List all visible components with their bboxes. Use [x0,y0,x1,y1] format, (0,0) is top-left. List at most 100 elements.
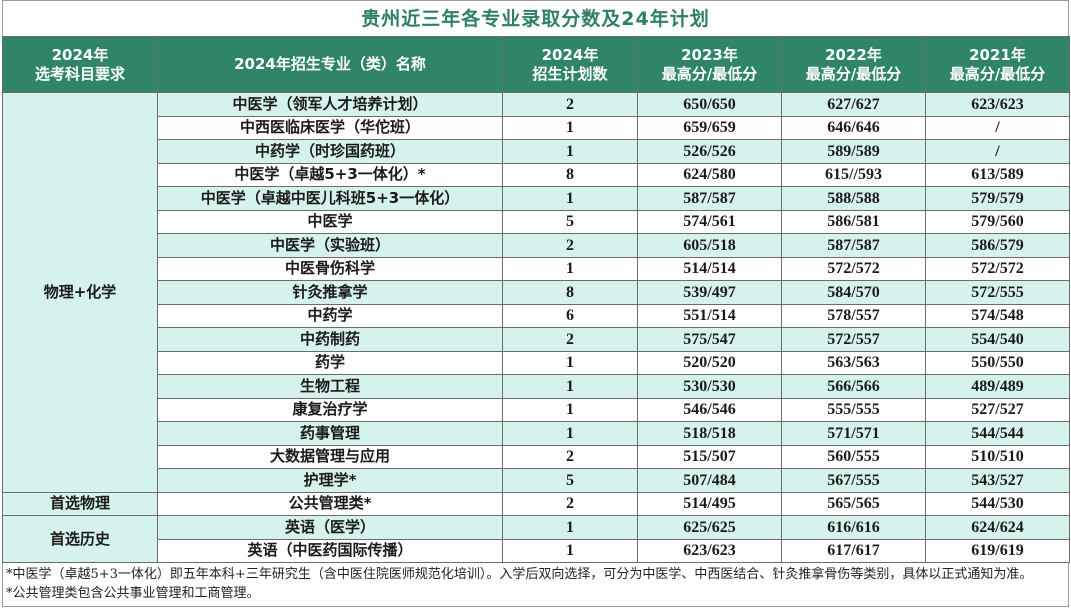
score-2023-cell: 650/650 [637,92,782,117]
header-subject: 2024年 选考科目要求 [2,36,158,93]
table-row: 药事管理 1 518/518 571/571 544/544 [3,421,1070,446]
score-2022-cell: 587/587 [781,233,926,258]
major-name-cell: 大数据管理与应用 [157,444,503,469]
score-2021-cell: 623/623 [925,92,1070,117]
major-name-cell: 生物工程 [157,374,503,399]
major-name-cell: 中医学（卓越5+3一体化）* [157,162,503,187]
plan-count-cell: 6 [502,303,638,328]
score-2023-cell: 623/623 [637,538,782,563]
table-row: 中药学（时珍国药班） 1 526/526 589/589/ [3,139,1070,164]
plan-count-cell: 8 [502,280,638,305]
score-2021-cell: 510/510 [925,444,1070,469]
plan-count-cell: 1 [502,515,638,540]
score-2021-cell: 527/527 [925,397,1070,422]
table-row: 首选物理 公共管理类* 2 514/495 565/565 544/530 [2,491,1070,516]
table-row: 中医学（卓越5+3一体化）* 8 624/580 615//593 613/589 [3,162,1070,187]
score-2022-cell: 589/589 [781,139,926,164]
score-2021-cell: 550/550 [925,350,1070,375]
major-name-cell: 针灸推拿学 [157,280,503,305]
plan-count-cell: 2 [502,327,638,352]
score-2021-cell: 543/527 [925,468,1070,493]
score-2022-cell: 560/555 [781,444,926,469]
header-2021: 2021年 最高分/最低分 [925,36,1070,93]
plan-count-cell: 5 [502,468,638,493]
plan-count-cell: 2 [502,444,638,469]
score-2021-cell: 572/572 [925,256,1070,281]
subject-requirement-cell: 首选物理 [2,491,158,516]
major-name-cell: 药事管理 [157,421,503,446]
table-row: 中医学（实验班） 2 605/518 587/587 586/579 [3,233,1070,258]
plan-count-cell: 1 [502,538,638,563]
score-2023-cell: 514/495 [637,491,782,516]
score-2022-cell: 555/555 [781,397,926,422]
score-2023-cell: 587/587 [637,186,782,211]
score-2021-cell: 619/619 [925,538,1070,563]
major-name-cell: 中医学（领军人才培养计划） [157,92,503,117]
plan-count-cell: 1 [502,139,638,164]
score-2022-cell: 627/627 [781,92,926,117]
score-2023-cell: 520/520 [637,350,782,375]
table-row: 中药学 6 551/514 578/557 574/548 [3,303,1070,328]
score-2023-cell: 625/625 [637,515,782,540]
major-name-cell: 中西医临床医学（华佗班） [157,115,503,140]
plan-count-cell: 2 [502,491,638,516]
subject-requirement-cell: 首选历史 [2,515,158,563]
page-title: 贵州近三年各专业录取分数及24年计划 [2,0,1069,36]
plan-count-cell: 1 [502,115,638,140]
score-2023-cell: 530/530 [637,374,782,399]
score-2021-cell: / [925,115,1070,140]
admission-table: 2024年 选考科目要求 2024年招生专业（类）名称 2024年 招生计划数 20… [2,36,1070,563]
score-2022-cell: 565/565 [781,491,926,516]
score-2023-cell: 624/580 [637,162,782,187]
footnote-2: *公共管理类包含公共事业管理和工商管理。 [6,586,260,601]
score-2021-cell: 572/555 [925,280,1070,305]
table-row: 药学 1 520/520 563/563 550/550 [3,350,1070,375]
score-2022-cell: 646/646 [781,115,926,140]
score-2022-cell: 588/588 [781,186,926,211]
footnotes: *中医学（卓越5+3一体化）即五年本科+三年研究生（含中医住院医师规范化培训）。… [2,563,1069,607]
score-2021-cell: 554/540 [925,327,1070,352]
score-2023-cell: 539/497 [637,280,782,305]
header-2022: 2022年 最高分/最低分 [781,36,926,93]
plan-count-cell: 1 [502,397,638,422]
score-2023-cell: 515/507 [637,444,782,469]
score-2023-cell: 507/484 [637,468,782,493]
table-row: 生物工程 1 530/530 566/566 489/489 [3,374,1070,399]
score-2021-cell: 624/624 [925,515,1070,540]
major-name-cell: 中医骨伤科学 [157,256,503,281]
score-2023-cell: 518/518 [637,421,782,446]
score-2021-cell: 613/589 [925,162,1070,187]
plan-count-cell: 1 [502,421,638,446]
table-row: 中药制药 2 575/547 572/557 554/540 [3,327,1070,352]
table-row: 中医学 5 574/561 586/581 579/560 [3,209,1070,234]
score-2023-cell: 659/659 [637,115,782,140]
plan-count-cell: 8 [502,162,638,187]
major-name-cell: 公共管理类* [157,491,503,516]
plan-count-cell: 2 [502,233,638,258]
table-row: 首选历史 英语（医学） 1 625/625 616/616 624/624 [2,515,1070,563]
major-name-cell: 中医学（实验班） [157,233,503,258]
score-2021-cell: 579/579 [925,186,1070,211]
table-row: 大数据管理与应用 2 515/507 560/555 510/510 [3,444,1070,469]
major-name-cell: 中医学 [157,209,503,234]
score-2022-cell: 572/557 [781,327,926,352]
plan-count-cell: 1 [502,186,638,211]
score-2023-cell: 546/546 [637,397,782,422]
major-name-cell: 中药学（时珍国药班） [157,139,503,164]
score-2022-cell: 615//593 [781,162,926,187]
header-plan: 2024年 招生计划数 [502,36,638,93]
score-2022-cell: 572/572 [781,256,926,281]
score-2022-cell: 567/555 [781,468,926,493]
major-name-cell: 中医学（卓越中医儿科班5+3一体化） [157,186,503,211]
score-2023-cell: 514/514 [637,256,782,281]
score-2023-cell: 526/526 [637,139,782,164]
subject-requirement-cell: 物理+化学 [2,92,158,493]
score-2022-cell: 617/617 [781,538,926,563]
score-2021-cell: 574/548 [925,303,1070,328]
score-2021-cell: 544/530 [925,491,1070,516]
table-row: 康复治疗学 1 546/546 555/555 527/527 [3,397,1070,422]
table-row: 针灸推拿学 8 539/497 584/570 572/555 [3,280,1070,305]
score-2023-cell: 575/547 [637,327,782,352]
score-2021-cell: 586/579 [925,233,1070,258]
